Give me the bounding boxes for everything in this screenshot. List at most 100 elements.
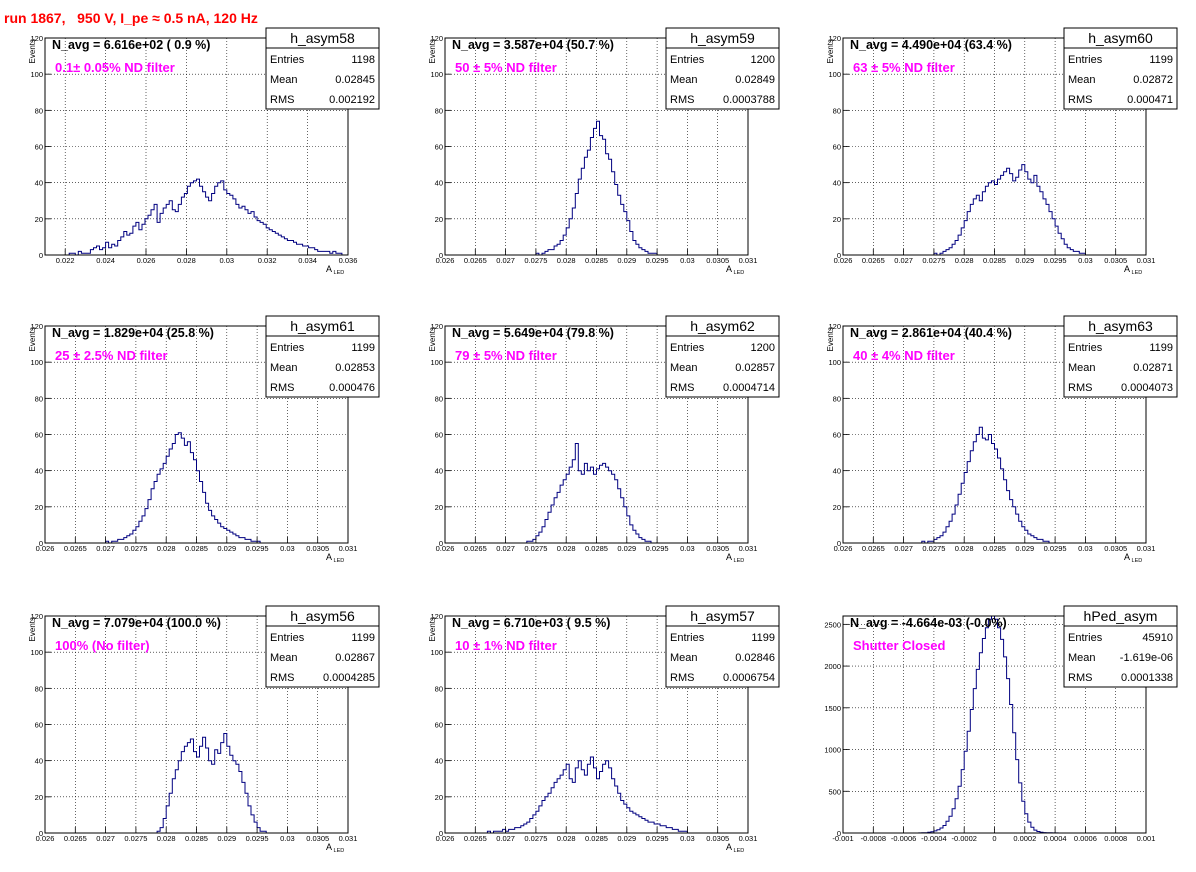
x-tick-label: 0.03 bbox=[1078, 256, 1093, 265]
x-tick-label: 0.0295 bbox=[246, 834, 269, 843]
stats-box bbox=[665, 27, 780, 110]
y-tick-label: 60 bbox=[833, 431, 841, 440]
y-axis-label: Events bbox=[28, 617, 37, 641]
x-tick-label: 0.027 bbox=[96, 834, 115, 843]
histogram-panel: -0.001 -0.0008 -0.0006 -0.0004 -0.0002 0 0.000… bbox=[824, 605, 1178, 843]
filter-annotation: 100% (No filter) bbox=[55, 638, 150, 653]
stats-key: RMS bbox=[670, 94, 694, 106]
x-tick-label: 0.0006 bbox=[1074, 834, 1097, 843]
x-tick-label: 0.032 bbox=[258, 256, 277, 265]
x-tick-label: 0.03 bbox=[219, 256, 234, 265]
x-tick-label: 0.029 bbox=[617, 256, 636, 265]
stats-key: Entries bbox=[270, 54, 305, 66]
stats-value: 0.0004285 bbox=[323, 672, 375, 684]
x-tick-label: 0.029 bbox=[617, 834, 636, 843]
x-tick-label: -0.0002 bbox=[951, 834, 976, 843]
stats-key: RMS bbox=[1068, 382, 1092, 394]
stats-key: Entries bbox=[670, 342, 705, 354]
stats-value: -1.619e-06 bbox=[1120, 652, 1173, 664]
x-axis-label-subscript: LED bbox=[1130, 270, 1142, 276]
histogram-name: h_asym59 bbox=[690, 30, 755, 46]
stats-box bbox=[1063, 315, 1178, 398]
stats-key: RMS bbox=[270, 382, 294, 394]
x-tick-label: 0.031 bbox=[739, 834, 758, 843]
x-tick-label: 0.0275 bbox=[524, 256, 547, 265]
y-tick-label: 40 bbox=[35, 467, 43, 476]
y-tick-label: 20 bbox=[833, 503, 841, 512]
x-tick-label: 0.0008 bbox=[1104, 834, 1127, 843]
x-tick-label: 0.0275 bbox=[922, 256, 945, 265]
stats-key: RMS bbox=[1068, 94, 1092, 106]
y-axis-label: Events bbox=[28, 327, 37, 351]
x-tick-label: 0.027 bbox=[496, 256, 515, 265]
stats-box bbox=[265, 605, 380, 688]
x-axis-label-subscript: LED bbox=[732, 848, 744, 854]
stats-value: 0.0004714 bbox=[723, 382, 775, 394]
x-tick-label: 0.0265 bbox=[64, 834, 87, 843]
x-tick-label: 0.0295 bbox=[1044, 256, 1067, 265]
y-tick-label: 60 bbox=[435, 431, 443, 440]
histogram-panel: 0.022 0.024 0.026 0.028 0.03 0.032 0.034 0.036 0… bbox=[28, 27, 380, 276]
stats-value: 0.02845 bbox=[335, 74, 375, 86]
x-tick-label: 0.0265 bbox=[464, 256, 487, 265]
y-tick-label: 100 bbox=[30, 648, 43, 657]
stats-key: Mean bbox=[270, 652, 298, 664]
x-tick-label: 0.028 bbox=[557, 256, 576, 265]
x-tick-label: 0.029 bbox=[1015, 256, 1034, 265]
x-tick-label: 0.028 bbox=[557, 544, 576, 553]
x-tick-label: 0.028 bbox=[177, 256, 196, 265]
y-tick-label: 100 bbox=[30, 358, 43, 367]
x-tick-label: 0.024 bbox=[96, 256, 115, 265]
navg-label: N_avg = 1.829e+04 (25.8 %) bbox=[52, 326, 214, 340]
histogram-name: h_asym61 bbox=[290, 318, 355, 334]
y-tick-label: 0 bbox=[439, 539, 443, 548]
navg-label: N_avg = 4.490e+04 (63.4 %) bbox=[850, 38, 1012, 52]
x-tick-label: 0.022 bbox=[56, 256, 75, 265]
x-axis-label: A LED bbox=[726, 264, 744, 276]
histogram-panel: 0.026 0.0265 0.027 0.0275 0.028 0.0285 0.029 0.… bbox=[28, 315, 380, 564]
y-tick-label: 100 bbox=[430, 648, 443, 657]
x-axis-label-subscript: LED bbox=[332, 848, 344, 854]
x-tick-label: 0.0275 bbox=[922, 544, 945, 553]
x-tick-label: 0.031 bbox=[339, 544, 358, 553]
y-tick-label: 20 bbox=[35, 215, 43, 224]
stats-key: Entries bbox=[1068, 342, 1103, 354]
histogram-panel: 0.026 0.0265 0.027 0.0275 0.028 0.0285 0.029 0.… bbox=[826, 315, 1178, 564]
stats-key: Mean bbox=[670, 74, 698, 86]
navg-label: N_avg = 2.861e+04 (40.4 %) bbox=[850, 326, 1012, 340]
x-tick-label: 0.031 bbox=[339, 834, 358, 843]
y-tick-label: 40 bbox=[435, 179, 443, 188]
x-tick-label: 0.03 bbox=[1078, 544, 1093, 553]
y-tick-label: 80 bbox=[435, 106, 443, 115]
x-tick-label: 0.026 bbox=[834, 256, 853, 265]
y-tick-label: 80 bbox=[435, 684, 443, 693]
stats-key: RMS bbox=[670, 382, 694, 394]
y-tick-label: 80 bbox=[35, 394, 43, 403]
stats-value: 1199 bbox=[751, 632, 775, 644]
y-tick-label: 100 bbox=[430, 70, 443, 79]
y-axis-label: Events bbox=[428, 327, 437, 351]
y-tick-label: 0 bbox=[837, 251, 841, 260]
x-tick-label: 0.0004 bbox=[1044, 834, 1067, 843]
stats-value: 0.0001338 bbox=[1121, 672, 1173, 684]
stats-value: 1199 bbox=[351, 632, 375, 644]
stats-box bbox=[265, 315, 380, 398]
x-tick-label: 0.0265 bbox=[862, 256, 885, 265]
x-tick-label: 0.0275 bbox=[524, 544, 547, 553]
stats-value: 0.02849 bbox=[735, 74, 775, 86]
stats-value: 1200 bbox=[751, 54, 775, 66]
y-tick-label: 120 bbox=[430, 322, 443, 331]
y-tick-label: 120 bbox=[430, 612, 443, 621]
histogram-name: h_asym60 bbox=[1088, 30, 1153, 46]
x-tick-label: 0.029 bbox=[1015, 544, 1034, 553]
stats-key: RMS bbox=[270, 672, 294, 684]
histogram-name: h_asym57 bbox=[690, 608, 755, 624]
filter-annotation: 25 ± 2.5% ND filter bbox=[55, 348, 168, 363]
filter-annotation: 63 ± 5% ND filter bbox=[853, 60, 955, 75]
y-axis-label: Events bbox=[826, 327, 835, 351]
y-tick-label: 20 bbox=[833, 215, 841, 224]
y-tick-label: 20 bbox=[435, 793, 443, 802]
stats-key: Entries bbox=[1068, 54, 1103, 66]
x-tick-label: 0.0265 bbox=[862, 544, 885, 553]
filter-annotation: 79 ± 5% ND filter bbox=[455, 348, 557, 363]
